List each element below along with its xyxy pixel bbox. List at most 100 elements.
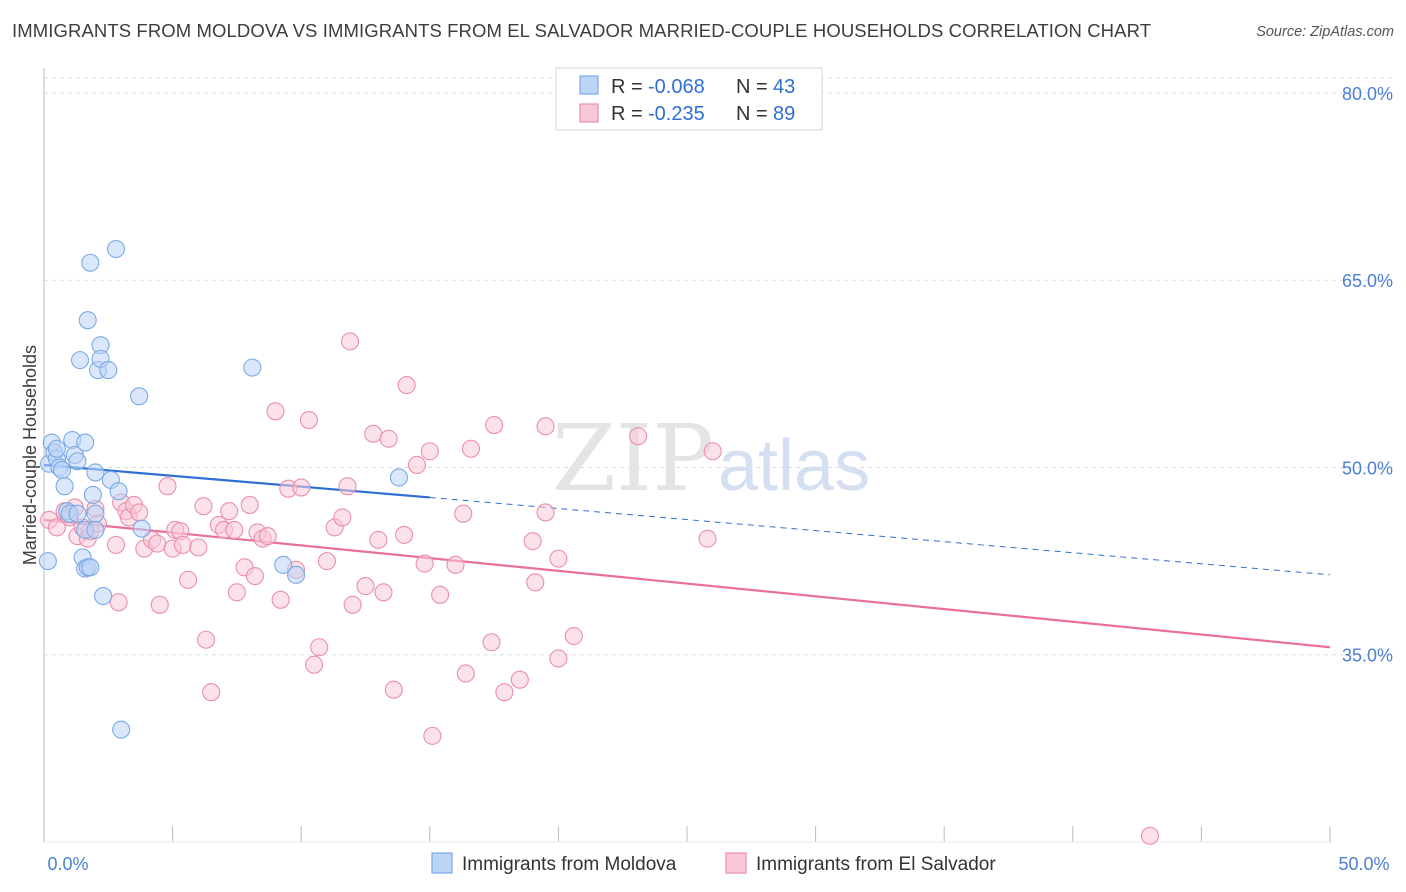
y-tick-label: 50.0%	[1342, 458, 1393, 478]
bottom-legend-swatch-elsalvador	[725, 852, 747, 874]
point-elsalvador	[482, 633, 501, 652]
point-moldova	[99, 361, 118, 380]
legend-r-label-1: R =	[611, 76, 643, 98]
point-elsalvador	[364, 424, 383, 443]
point-elsalvador	[341, 332, 360, 351]
point-elsalvador	[194, 497, 213, 516]
legend-swatch-moldova	[579, 75, 599, 95]
y-tick-label: 35.0%	[1342, 646, 1393, 666]
points-layer	[38, 239, 1160, 845]
point-elsalvador	[258, 527, 277, 546]
point-elsalvador	[225, 520, 244, 539]
point-elsalvador	[189, 538, 208, 557]
y-axis-label: Married-couple Households	[20, 345, 40, 565]
point-elsalvador	[564, 626, 583, 646]
point-elsalvador	[158, 477, 177, 496]
point-moldova	[70, 351, 90, 370]
point-elsalvador	[292, 478, 311, 497]
point-elsalvador	[423, 726, 442, 745]
legend-r-value-2: -0.235	[648, 103, 705, 125]
point-elsalvador	[446, 555, 465, 574]
bottom-legend-elsalvador: Immigrants from El Salvador	[756, 854, 996, 875]
axes-layer: 35.0% 50.0% 65.0% 80.0% 0.0% 50.0%	[43, 68, 1393, 874]
legend-swatch-elsalvador	[579, 103, 599, 123]
point-elsalvador	[245, 567, 264, 586]
source-label: Source: ZipAtlas.com	[1256, 24, 1394, 40]
x-tick-label-end: 50.0%	[1338, 854, 1389, 874]
point-elsalvador	[495, 683, 514, 702]
point-elsalvador	[703, 442, 722, 461]
point-elsalvador	[109, 593, 128, 612]
point-elsalvador	[549, 549, 568, 568]
point-moldova	[81, 558, 100, 577]
point-elsalvador	[485, 415, 504, 435]
point-moldova	[86, 504, 105, 523]
point-elsalvador	[271, 590, 290, 609]
point-elsalvador	[130, 503, 149, 522]
point-elsalvador	[454, 504, 473, 523]
legend-n-label-2: N =	[736, 103, 768, 125]
watermark-zip: ZIP	[552, 405, 714, 512]
point-elsalvador	[397, 376, 416, 395]
point-moldova	[55, 477, 74, 496]
point-moldova	[81, 253, 100, 272]
point-elsalvador	[369, 530, 388, 549]
point-elsalvador	[536, 417, 555, 436]
legend-n-value-2: 89	[773, 103, 795, 125]
point-moldova	[389, 468, 408, 487]
point-elsalvador	[526, 573, 545, 592]
point-elsalvador	[431, 585, 450, 604]
legend-n-value-1: 43	[773, 76, 795, 98]
chart-title: IMMIGRANTS FROM MOLDOVA VS IMMIGRANTS FR…	[12, 20, 1152, 41]
point-moldova	[78, 311, 97, 330]
bottom-legend-moldova: Immigrants from Moldova	[462, 854, 677, 875]
legend-r-value-1: -0.068	[648, 76, 705, 98]
point-elsalvador	[240, 495, 259, 514]
point-elsalvador	[698, 529, 717, 548]
point-moldova	[83, 485, 102, 504]
trend-line-moldova	[43, 463, 430, 499]
point-elsalvador	[374, 583, 393, 602]
point-elsalvador	[148, 534, 167, 553]
point-moldova	[109, 482, 128, 501]
watermark-atlas: atlas	[718, 426, 870, 506]
point-elsalvador	[196, 630, 216, 649]
point-elsalvador	[305, 655, 324, 674]
point-elsalvador	[343, 595, 362, 614]
point-moldova	[38, 552, 57, 571]
point-moldova	[68, 452, 87, 471]
point-elsalvador	[106, 535, 126, 554]
point-elsalvador	[178, 570, 198, 589]
trend-line-moldova-extension	[429, 496, 1331, 576]
point-elsalvador	[317, 552, 336, 571]
point-elsalvador	[536, 503, 555, 522]
point-elsalvador	[47, 518, 66, 537]
point-elsalvador	[333, 508, 352, 527]
legend-box	[555, 67, 823, 131]
point-elsalvador	[461, 439, 481, 458]
point-elsalvador	[420, 442, 439, 461]
point-elsalvador	[549, 649, 568, 668]
point-elsalvador	[1140, 826, 1160, 845]
point-elsalvador	[299, 410, 318, 430]
point-moldova	[52, 460, 72, 480]
point-moldova	[76, 433, 95, 452]
point-elsalvador	[338, 477, 357, 496]
legend-n-label-1: N =	[736, 76, 768, 98]
legend-top: R = -0.068 N = 43 R = -0.235 N = 89	[555, 67, 823, 131]
point-elsalvador	[310, 638, 329, 657]
point-elsalvador	[173, 535, 192, 554]
point-moldova	[130, 387, 149, 406]
point-elsalvador	[456, 664, 475, 683]
watermark: ZIP atlas	[552, 405, 870, 512]
point-moldova	[47, 439, 66, 458]
point-elsalvador	[407, 455, 426, 475]
point-elsalvador	[379, 429, 398, 448]
point-moldova	[86, 520, 105, 539]
point-elsalvador	[150, 595, 169, 614]
legend-r-label-2: R =	[611, 103, 643, 125]
point-moldova	[274, 555, 293, 574]
point-moldova	[287, 565, 306, 584]
bottom-legend-swatch-moldova	[431, 852, 453, 874]
